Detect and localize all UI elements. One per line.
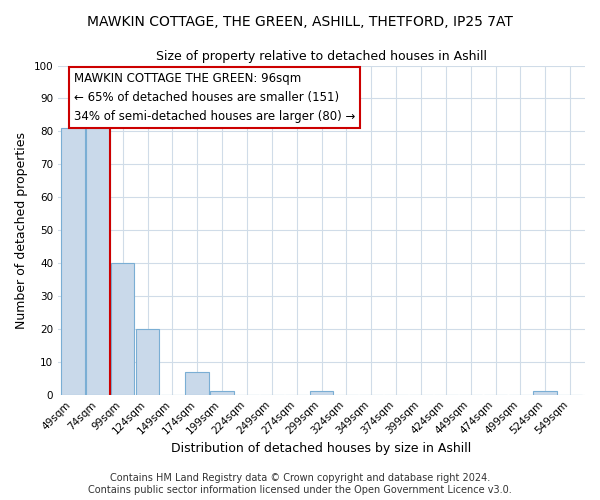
Bar [136,329,160,394]
Bar [310,392,334,394]
Bar [61,128,85,394]
Bar [185,372,209,394]
Y-axis label: Number of detached properties: Number of detached properties [15,132,28,328]
Bar [86,128,110,394]
Bar [533,392,557,394]
Bar [111,263,134,394]
Text: Contains HM Land Registry data © Crown copyright and database right 2024.
Contai: Contains HM Land Registry data © Crown c… [88,474,512,495]
X-axis label: Distribution of detached houses by size in Ashill: Distribution of detached houses by size … [172,442,472,455]
Bar [210,392,234,394]
Title: Size of property relative to detached houses in Ashill: Size of property relative to detached ho… [156,50,487,63]
Text: MAWKIN COTTAGE, THE GREEN, ASHILL, THETFORD, IP25 7AT: MAWKIN COTTAGE, THE GREEN, ASHILL, THETF… [87,15,513,29]
Text: MAWKIN COTTAGE THE GREEN: 96sqm
← 65% of detached houses are smaller (151)
34% o: MAWKIN COTTAGE THE GREEN: 96sqm ← 65% of… [74,72,355,123]
